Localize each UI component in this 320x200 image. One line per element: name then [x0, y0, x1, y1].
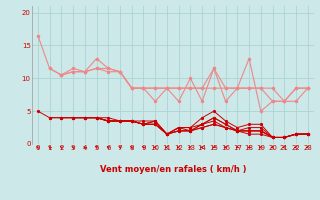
X-axis label: Vent moyen/en rafales ( km/h ): Vent moyen/en rafales ( km/h ): [100, 165, 246, 174]
